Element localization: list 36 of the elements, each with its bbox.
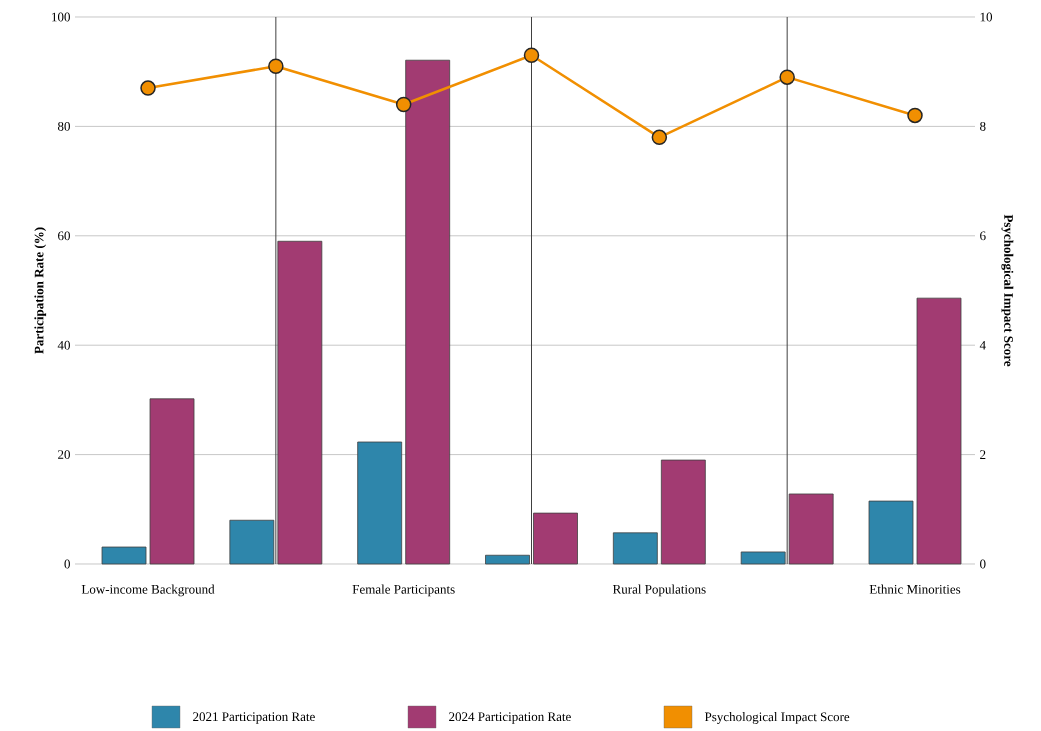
- point: [140, 80, 156, 96]
- x-tick-label: Rural Populations: [612, 584, 706, 597]
- point: [907, 107, 923, 124]
- point: [779, 69, 795, 85]
- point: [523, 47, 540, 64]
- bar: [101, 546, 147, 565]
- point: [268, 58, 284, 74]
- legend-label: 2021 Participation Rate: [193, 712, 315, 724]
- bar: [405, 59, 451, 565]
- y2-tick-label: 2: [980, 450, 986, 459]
- legend-label: Psychological Impact Score: [704, 712, 850, 724]
- y-axis-title: Participation Rate (%): [34, 227, 47, 354]
- y2-tick-label: 8: [980, 122, 986, 131]
- bar: [916, 297, 962, 565]
- x-tick-label: Low-income Background: [81, 584, 215, 597]
- y2-tick-label: 10: [980, 12, 993, 22]
- y-tick-label: 20: [58, 450, 70, 459]
- point: [651, 129, 668, 146]
- x-tick-label: Ethnic Minorities: [869, 584, 961, 594]
- bar: [612, 532, 658, 565]
- bar: [660, 459, 706, 565]
- y-tick-label: 100: [52, 12, 70, 22]
- y-tick-label: 80: [57, 122, 70, 131]
- x-tick-label: Female Participants: [352, 584, 455, 597]
- y2-tick-label: 0: [980, 559, 986, 569]
- bar: [868, 500, 914, 565]
- point: [395, 96, 412, 113]
- y2-tick-label: 6: [980, 231, 986, 241]
- y-tick-label: 40: [57, 340, 70, 350]
- y-tick-label: 0: [64, 559, 70, 569]
- bar: [357, 441, 403, 565]
- y2-tick-label: 4: [979, 340, 986, 350]
- legend-label: 2024 Participation Rate: [449, 712, 571, 724]
- y2-axis-title: Psychological Impact Score: [1001, 214, 1014, 367]
- bar: [149, 398, 195, 565]
- y-tick-label: 60: [58, 231, 70, 241]
